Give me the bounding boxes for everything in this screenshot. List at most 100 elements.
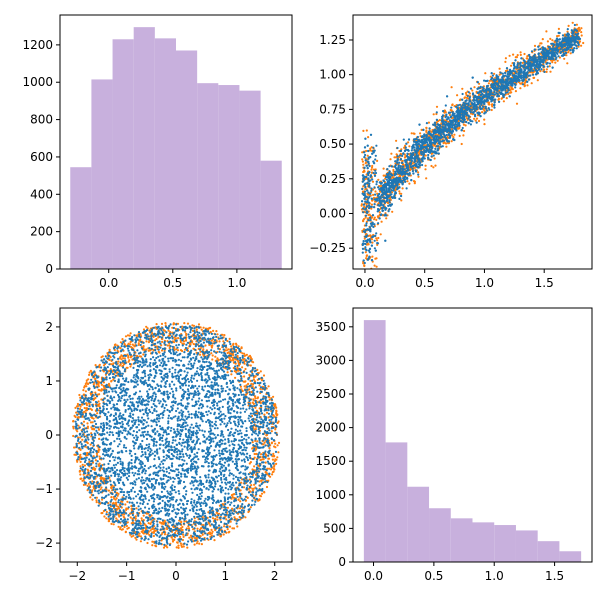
scatter-point — [458, 114, 461, 117]
scatter-point — [384, 193, 388, 196]
scatter-point — [366, 239, 369, 242]
scatter-point — [434, 130, 437, 133]
y-tick-label: 1200 — [22, 38, 53, 52]
scatter-point — [365, 249, 368, 252]
scatter-point — [419, 132, 422, 135]
scatter-point — [361, 174, 365, 177]
scatter-point — [475, 117, 479, 120]
scatter-point — [503, 86, 506, 89]
scatter-point — [385, 178, 388, 181]
scatter-point — [361, 190, 365, 193]
scatter-point — [365, 257, 368, 260]
scatter-point — [504, 60, 507, 64]
scatter-point — [186, 546, 189, 549]
scatter-point — [367, 228, 370, 231]
scatter-point — [446, 118, 449, 121]
scatter-point — [536, 79, 539, 82]
scatter-point — [528, 69, 531, 72]
scatter-point — [374, 257, 377, 260]
scatter-point — [166, 344, 169, 347]
scatter-point — [573, 43, 576, 46]
scatter-point — [425, 140, 428, 143]
scatter-point — [416, 154, 419, 157]
x-tick-label: 0.0 — [99, 276, 118, 290]
scatter-point — [406, 172, 409, 175]
scatter-point — [368, 171, 371, 174]
scatter-point — [251, 385, 254, 388]
scatter-point — [522, 59, 526, 62]
scatter-point — [369, 149, 372, 152]
scatter-point — [474, 115, 477, 118]
scatter-point — [409, 163, 412, 166]
scatter-point — [364, 251, 367, 254]
scatter-point — [482, 90, 485, 93]
histogram-bar — [112, 39, 134, 269]
scatter-point — [373, 186, 376, 189]
scatter-point — [363, 237, 366, 240]
scatter-point — [504, 93, 507, 96]
scatter-point — [371, 255, 374, 258]
scatter-point — [424, 154, 427, 157]
scatter-point — [523, 72, 526, 75]
scatter-point — [370, 197, 373, 200]
scatter-point — [362, 228, 365, 231]
scatter-point — [363, 166, 366, 169]
scatter-point — [175, 348, 178, 351]
scatter-point — [478, 105, 481, 108]
scatter-point — [373, 216, 376, 219]
scatter-point — [472, 111, 475, 114]
scatter-point — [557, 55, 560, 58]
scatter-point — [160, 539, 163, 542]
scatter-point — [433, 121, 437, 124]
scatter-point — [423, 149, 426, 152]
scatter-point — [490, 108, 493, 112]
scatter-point — [373, 203, 376, 206]
scatter-point — [495, 82, 498, 85]
scatter-point — [427, 150, 430, 153]
scatter-point — [441, 118, 444, 122]
scatter-point — [434, 123, 437, 126]
scatter-point — [436, 127, 439, 130]
scatter-point — [449, 120, 452, 123]
scatter-point — [501, 72, 504, 75]
x-tick-label: 0.5 — [163, 276, 182, 290]
scatter-point — [486, 98, 489, 101]
scatter-point — [532, 76, 535, 79]
scatter-point — [432, 130, 435, 133]
scatter-point — [545, 51, 548, 54]
scatter-point — [396, 188, 399, 191]
scatter-point — [386, 197, 389, 200]
scatter-point — [362, 203, 365, 206]
scatter-point — [402, 168, 405, 171]
axes-frame — [352, 14, 593, 270]
scatter-point — [393, 195, 396, 198]
scatter-point — [99, 488, 102, 491]
scatter-point — [407, 166, 410, 169]
scatter-point — [380, 189, 383, 192]
scatter-point — [480, 93, 483, 96]
scatter-point — [372, 151, 375, 154]
scatter-point — [389, 190, 392, 194]
scatter-point — [447, 126, 450, 129]
scatter-point — [566, 40, 569, 43]
scatter-point — [564, 42, 567, 45]
scatter-point — [369, 179, 372, 182]
scatter-point — [573, 47, 576, 50]
scatter-point — [401, 183, 404, 186]
scatter-point — [404, 172, 407, 175]
scatter-point — [477, 87, 480, 90]
scatter-point — [391, 210, 394, 213]
scatter-point — [391, 196, 394, 199]
scatter-point — [381, 209, 384, 212]
scatter-point — [497, 94, 501, 98]
scatter-point — [361, 192, 364, 195]
scatter-point — [382, 185, 385, 188]
scatter-point — [368, 251, 371, 254]
scatter-point — [179, 340, 182, 344]
y-tick-label: 1000 — [22, 75, 53, 89]
scatter-point — [577, 36, 580, 39]
scatter-point — [416, 149, 419, 152]
scatter-point — [424, 146, 427, 149]
scatter-point — [398, 154, 402, 157]
scatter-point — [89, 496, 92, 499]
